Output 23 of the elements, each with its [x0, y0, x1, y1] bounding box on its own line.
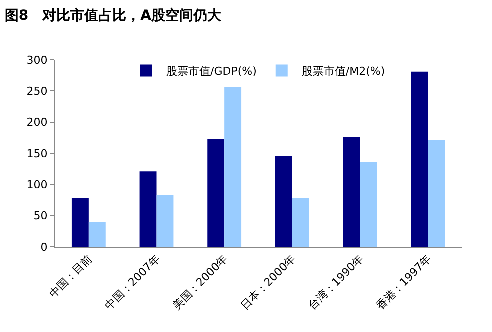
x-tick-label: 中国：目前 [46, 252, 95, 301]
bar [156, 195, 174, 247]
bar [72, 198, 89, 247]
y-tick-label: 100 [26, 178, 48, 192]
legend-label: 股票市值/GDP(%) [166, 65, 257, 78]
bar [140, 172, 157, 247]
bar [224, 87, 242, 247]
bar [428, 140, 446, 247]
bar [88, 222, 106, 247]
y-tick-label: 150 [26, 147, 48, 160]
bar [343, 137, 360, 247]
y-tick-label: 200 [26, 116, 48, 130]
bar [360, 162, 378, 247]
y-tick-label: 300 [26, 54, 48, 67]
legend-label: 股票市值/M2(%) [302, 65, 386, 78]
y-tick-label: 50 [34, 210, 48, 223]
bar [292, 198, 310, 247]
chart-title: 图8 对比市值占比，A股空间仍大 [4, 6, 222, 24]
bar [208, 139, 225, 247]
bar [411, 72, 428, 247]
bar [275, 156, 292, 247]
y-tick-label: 250 [26, 85, 48, 98]
y-tick-label: 0 [40, 240, 48, 254]
